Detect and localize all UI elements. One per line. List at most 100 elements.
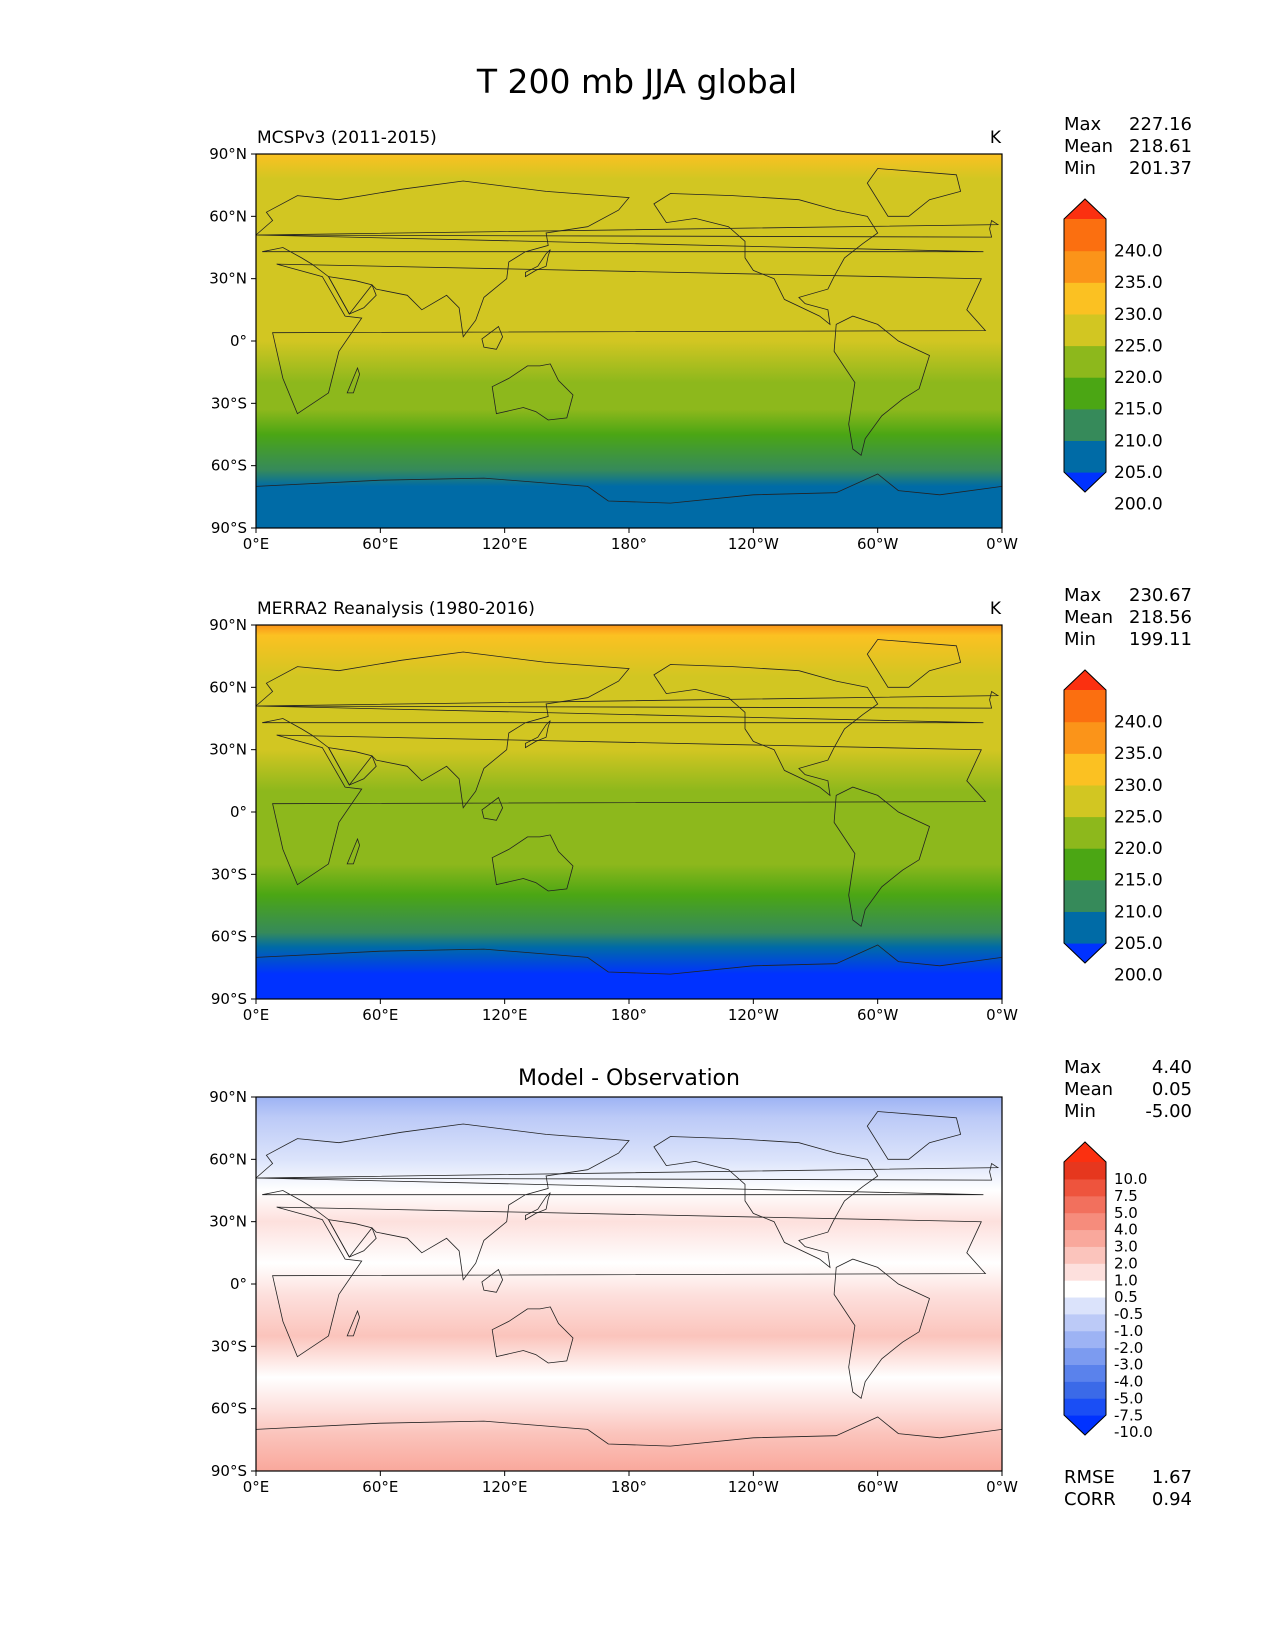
y-tick-label: 0° (230, 332, 247, 350)
colorbar-segment (1064, 1229, 1106, 1247)
x-tick-label: 0°E (243, 535, 270, 553)
colorbar-segment (1064, 1313, 1106, 1332)
colorbar-segment (1064, 753, 1106, 786)
colorbar-label: 220.0 (1114, 368, 1163, 388)
colorbar-segment (1064, 440, 1106, 473)
coastlines (256, 639, 1002, 999)
colorbar-segment (1064, 345, 1106, 378)
x-tick-label: 0°W (986, 1478, 1018, 1496)
colorbar-label: -10.0 (1114, 1423, 1153, 1441)
colorbar-outline (1063, 198, 1107, 493)
colorbar-segment (1064, 1212, 1106, 1231)
coastline-namerica (653, 1136, 879, 1269)
field-obs (256, 625, 1002, 999)
colorbar-segment (1064, 1330, 1106, 1349)
y-tick-label: 60°N (209, 678, 247, 696)
stat-value-max: 227.16 (1129, 114, 1192, 135)
colorbar-segment (1064, 1280, 1106, 1298)
colorbar-label: 205.0 (1114, 934, 1163, 954)
coastline-australia (491, 363, 574, 421)
colorbar-segment (1064, 1263, 1106, 1281)
x-tick-label: 180° (611, 1478, 647, 1496)
coastline-eurasia (256, 651, 984, 809)
y-tick-label: 90°S (211, 519, 247, 537)
stat-label-corr: CORR (1064, 1489, 1116, 1510)
coastline-antarctica (256, 1416, 1002, 1471)
colorbar-label: 240.0 (1114, 713, 1163, 733)
colorbar-segment (1064, 377, 1106, 410)
colorbar-obs: 240.0 235.0 230.0 225.0 220.0 215.0 210.0 205.0… (1063, 669, 1163, 986)
colorbar-label: 225.0 (1114, 807, 1163, 827)
colorbar-segment (1064, 911, 1106, 944)
stat-label-mean: Mean (1064, 607, 1113, 628)
coastline-borneo (481, 325, 504, 350)
colorbar-label: 215.0 (1114, 871, 1163, 891)
colorbar-segment (1064, 313, 1106, 347)
colorbar-segment (1064, 1195, 1106, 1214)
stat-label-max: Max (1064, 585, 1102, 606)
stat-value-mean: 0.05 (1152, 1079, 1192, 1100)
y-tick-label: 90°S (211, 1462, 247, 1480)
y-tick-label: 90°S (211, 990, 247, 1008)
x-tick-label: 180° (611, 1006, 647, 1024)
coastline-arabia (327, 1219, 377, 1258)
stat-label-mean: Mean (1064, 136, 1113, 157)
colorbar-label: 235.0 (1114, 744, 1163, 764)
y-tick-label: 90°N (209, 145, 247, 163)
colorbar-outline (1063, 1141, 1107, 1436)
stat-value-corr: 0.94 (1152, 1489, 1192, 1510)
colorbar-segment (1064, 721, 1106, 754)
colorbar-label: 4.0 (1114, 1221, 1138, 1239)
panel-units: K (990, 599, 1002, 619)
map-panel-model: 0°E 60°E 120°E 180° 120°W 60°W 0°W 90°N 60°N 30°N… (209, 114, 1192, 553)
stat-label-min: Min (1064, 158, 1096, 179)
coastline-borneo (481, 796, 504, 821)
colorbar-diff: 10.07.55.04.03.02.01.00.5-0.5-1.0-2.0-3.… (1063, 1141, 1153, 1441)
stat-value-mean: 218.56 (1129, 607, 1192, 628)
colorbar-label: 10.0 (1114, 1170, 1147, 1188)
coastline-japan (525, 1192, 551, 1221)
x-tick-label: 60°W (857, 535, 899, 553)
colorbar-segment (1064, 1296, 1106, 1315)
colorbar-segment (1064, 690, 1106, 723)
colorbar-label: 200.0 (1114, 495, 1163, 515)
colorbar-segment (1064, 1246, 1106, 1264)
field-diff (256, 1097, 1002, 1471)
stat-label-rmse: RMSE (1064, 1467, 1115, 1488)
colorbar-segment (1064, 1398, 1106, 1416)
temperature-field (256, 625, 1002, 999)
colorbar-label: 0.5 (1114, 1288, 1138, 1306)
colorbar-label: 210.0 (1114, 431, 1163, 451)
stat-label-max: Max (1064, 114, 1102, 135)
colorbar-segment (1064, 848, 1106, 881)
coastline-namerica (653, 193, 879, 326)
panels: 0°E 60°E 120°E 180° 120°W 60°W 0°W 90°N 60°N 30°N… (209, 114, 1192, 1510)
x-tick-label: 60°E (362, 1478, 398, 1496)
colorbar-extend-high (1064, 670, 1106, 690)
temperature-field (256, 1097, 1002, 1471)
colorbar-label: 225.0 (1114, 336, 1163, 356)
coastline-australia (491, 834, 574, 892)
colorbar-label: -5.0 (1114, 1389, 1143, 1407)
colorbar-extend-low (1064, 472, 1106, 492)
map-panel-obs: 0°E 60°E 120°E 180° 120°W 60°W 0°W 90°N 60°N 30°N… (209, 585, 1192, 1024)
coastline-japan (525, 720, 551, 749)
coastline-eurasia (256, 180, 984, 338)
colorbar-label: 240.0 (1114, 242, 1163, 262)
coastline-greenland (866, 168, 962, 217)
coastline-borneo (481, 1268, 504, 1293)
coastline-madagascar (346, 1309, 361, 1337)
y-tick-label: 60°N (209, 1150, 247, 1168)
x-tick-label: 120°E (482, 1006, 528, 1024)
stat-value-min: 199.11 (1129, 629, 1192, 650)
colorbar-label: 3.0 (1114, 1238, 1138, 1256)
y-tick-label: 60°S (211, 1400, 247, 1418)
coastline-samerica (833, 786, 930, 927)
y-tick-label: 30°N (209, 1213, 247, 1231)
y-tick-label: 30°S (211, 1337, 247, 1355)
stat-value-max: 4.40 (1152, 1057, 1192, 1078)
y-tick-label: 0° (230, 1275, 247, 1293)
colorbar-segment (1064, 1381, 1106, 1399)
colorbar-label: 230.0 (1114, 305, 1163, 325)
x-tick-label: 0°W (986, 535, 1018, 553)
